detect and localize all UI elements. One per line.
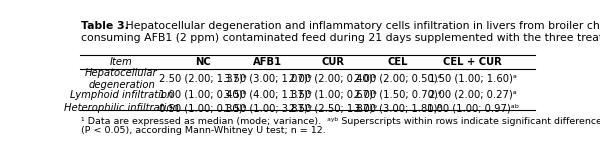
Text: 2.00 (2.00; 0.40)ᵃ: 2.00 (2.00; 0.40)ᵃ bbox=[289, 74, 377, 84]
Text: 0.50 (1.00; 0.30)ᵃ: 0.50 (1.00; 0.30)ᵃ bbox=[159, 103, 247, 113]
Text: Item: Item bbox=[110, 57, 133, 67]
Text: Hepatocellular
degeneration: Hepatocellular degeneration bbox=[85, 68, 158, 90]
Text: AFB1: AFB1 bbox=[253, 57, 283, 67]
Text: 3.50 (3.00; 1.07)ᵇ: 3.50 (3.00; 1.07)ᵇ bbox=[224, 74, 312, 84]
Text: consuming AFB1 (2 ppm) contaminated feed during 21 days supplemented with the th: consuming AFB1 (2 ppm) contaminated feed… bbox=[80, 33, 600, 43]
Text: CUR: CUR bbox=[322, 57, 344, 67]
Text: 1.50 (1.00; 0.67)ᵃ: 1.50 (1.00; 0.67)ᵃ bbox=[289, 89, 377, 100]
Text: NC: NC bbox=[195, 57, 211, 67]
Text: 3.00 (3.00; 1.80)ᵇ: 3.00 (3.00; 1.80)ᵇ bbox=[354, 103, 442, 113]
Text: Table 3.: Table 3. bbox=[80, 21, 128, 31]
Text: 2.50 (2.50; 1.87)ᵇ: 2.50 (2.50; 1.87)ᵇ bbox=[289, 103, 377, 113]
Text: 2.00 (2.00; 0.50)ᵃ: 2.00 (2.00; 0.50)ᵃ bbox=[355, 74, 442, 84]
Text: CEL: CEL bbox=[388, 57, 409, 67]
Text: Heterophilic infiltration: Heterophilic infiltration bbox=[64, 103, 179, 113]
Text: 1.00 (1.00; 0.97)ᵃᵇ: 1.00 (1.00; 0.97)ᵃᵇ bbox=[427, 103, 518, 113]
Text: 1.00 (1.00; 0.40)ᵃ: 1.00 (1.00; 0.40)ᵃ bbox=[159, 89, 247, 100]
Text: 1.50 (1.00; 1.60)ᵃ: 1.50 (1.00; 1.60)ᵃ bbox=[428, 74, 517, 84]
Text: CEL + CUR: CEL + CUR bbox=[443, 57, 502, 67]
Text: 2.50 (2.00; 1.37)ᵃ: 2.50 (2.00; 1.37)ᵃ bbox=[159, 74, 247, 84]
Text: 2.00 (2.00; 0.27)ᵃ: 2.00 (2.00; 0.27)ᵃ bbox=[428, 89, 517, 100]
Text: ¹ Data are expressed as median (mode; variance).  ᵃʸᵇ Superscripts within rows i: ¹ Data are expressed as median (mode; va… bbox=[80, 117, 600, 126]
Text: Hepatocellular degeneration and inflammatory cells infiltration in livers from b: Hepatocellular degeneration and inflamma… bbox=[121, 21, 600, 31]
Text: 2.00 (1.50; 0.70)ᵃ: 2.00 (1.50; 0.70)ᵃ bbox=[354, 89, 442, 100]
Text: Lymphoid infiltration: Lymphoid infiltration bbox=[70, 89, 173, 100]
Text: 1.50 (1.00; 3.87)ᵇ: 1.50 (1.00; 3.87)ᵇ bbox=[224, 103, 312, 113]
Text: 3.50 (4.00; 1.37)ᵇ: 3.50 (4.00; 1.37)ᵇ bbox=[224, 89, 312, 100]
Text: (P < 0.05), according Mann-Whitney U test; n = 12.: (P < 0.05), according Mann-Whitney U tes… bbox=[80, 126, 325, 135]
